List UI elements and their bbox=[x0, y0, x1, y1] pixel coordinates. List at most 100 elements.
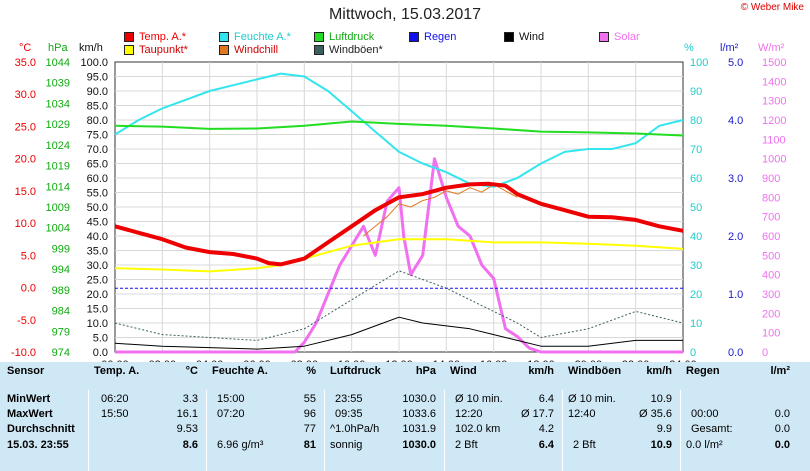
axis-tick-rain: 3.0 bbox=[728, 173, 743, 185]
axis-tick-temp: 35.0 bbox=[15, 57, 36, 69]
axis-tick-humidity: 20 bbox=[690, 289, 702, 301]
axis-tick-kmh: 5.0 bbox=[93, 333, 108, 345]
summary-temp-unit: °C bbox=[185, 365, 198, 377]
summary-humidity-min-time: 15:00 bbox=[217, 393, 245, 405]
axis-tick-humidity: 0 bbox=[690, 347, 696, 359]
axis-tick-solar: 800 bbox=[762, 192, 780, 204]
summary-wind-max-value: Ø 17.7 bbox=[520, 408, 554, 420]
legend-label-pressure: Luftdruck bbox=[329, 31, 375, 43]
summary-sensor-column: Sensor MinWert MaxWert Durchschnitt 15.0… bbox=[0, 362, 84, 471]
axis-tick-temp: 10.0 bbox=[15, 218, 36, 230]
axis-tick-rain: 5.0 bbox=[728, 57, 743, 69]
axis-tick-temp: 15.0 bbox=[15, 186, 36, 198]
axis-tick-humidity: 50 bbox=[690, 202, 702, 214]
summary-rain-max-time: 00:00 bbox=[691, 408, 719, 420]
axis-tick-hpa: 1039 bbox=[46, 78, 70, 90]
summary-gust-current-value: 10.9 bbox=[650, 439, 672, 451]
chart-title: Mittwoch, 15.03.2017 bbox=[328, 6, 482, 23]
x-tick-label: 06:00 bbox=[243, 359, 271, 362]
summary-pressure-header: Luftdruck bbox=[330, 365, 381, 377]
summary-humidity-max-time: 07:20 bbox=[217, 408, 245, 420]
x-tick-label: 14:00 bbox=[433, 359, 461, 362]
summary-gust-max-time: 12:40 bbox=[568, 408, 596, 420]
axis-tick-solar: 300 bbox=[762, 289, 780, 301]
axis-tick-humidity: 80 bbox=[690, 115, 702, 127]
legend-swatch-gusts bbox=[314, 45, 324, 55]
x-tick-label: 22:00 bbox=[622, 359, 650, 362]
dewpoint-line bbox=[114, 238, 684, 273]
axis-tick-kmh: 80.0 bbox=[87, 115, 108, 127]
axis-tick-temp: -10.0 bbox=[11, 347, 36, 359]
summary-rain-total-value: 0.0 bbox=[774, 423, 790, 435]
axis-tick-rain: 0.0 bbox=[728, 347, 743, 359]
axis-tick-solar: 1300 bbox=[762, 96, 786, 108]
legend-label-humidity: Feuchte A.* bbox=[234, 31, 291, 43]
legend-label-windchill: Windchill bbox=[234, 44, 279, 56]
summary-current-label: 15.03. 23:55 bbox=[7, 439, 69, 451]
axis-tick-kmh: 50.0 bbox=[87, 202, 108, 214]
x-tick-label: 00:00 bbox=[101, 359, 129, 362]
wind-line bbox=[114, 316, 683, 350]
axis-tick-hpa: 984 bbox=[52, 306, 70, 318]
axis-header-hpa: hPa bbox=[48, 42, 68, 54]
axis-tick-kmh: 95.0 bbox=[87, 72, 108, 84]
summary-wind-avg10-label: Ø 10 min. bbox=[455, 393, 503, 405]
summary-temp-max-time: 15:50 bbox=[101, 408, 129, 420]
summary-pressure-trend: ^1.0hPa/h bbox=[330, 423, 380, 435]
axis-tick-kmh: 85.0 bbox=[87, 101, 108, 113]
summary-wind-unit: km/h bbox=[528, 365, 554, 377]
axis-tick-hpa: 1019 bbox=[46, 161, 70, 173]
summary-temp-min-time: 06:20 bbox=[101, 393, 129, 405]
summary-rain-current-value: 0.0 bbox=[774, 439, 790, 451]
legend-label-dewpoint: Taupunkt* bbox=[139, 44, 188, 56]
summary-wind-beaufort: 2 Bft bbox=[455, 439, 478, 451]
axis-tick-solar: 1400 bbox=[762, 76, 786, 88]
axis-tick-kmh: 70.0 bbox=[87, 144, 108, 156]
axis-tick-kmh: 100.0 bbox=[80, 57, 108, 69]
summary-wind-header: Wind bbox=[450, 365, 477, 377]
axis-tick-temp: 30.0 bbox=[15, 89, 36, 101]
weather-chart: 35.0 30.0 25.0 20.0 15.0 10.0 5.0 0.0 -5.0 -10.0 1… bbox=[11, 57, 787, 362]
summary-rain-column: Regen l/m² 00:00 0.0 Gesamt: 0.0 0.0 l/m² 0.… bbox=[684, 362, 794, 471]
summary-humidity-absolute: 6.96 g/m³ bbox=[217, 439, 264, 451]
axis-tick-solar: 1100 bbox=[762, 134, 786, 146]
axis-tick-hpa: 1014 bbox=[46, 181, 70, 193]
axis-tick-hpa: 994 bbox=[52, 264, 70, 276]
axis-tick-kmh: 25.0 bbox=[87, 275, 108, 287]
axis-header-solar: W/m² bbox=[758, 42, 785, 54]
summary-gust-column: Windböen km/h Ø 10 min. 10.9 12:40 Ø 35.6 9… bbox=[566, 362, 676, 471]
axis-tick-humidity: 40 bbox=[690, 231, 702, 243]
summary-wind-current-value: 6.4 bbox=[538, 439, 554, 451]
summary-rain-unit: l/m² bbox=[770, 365, 790, 377]
axis-tick-kmh: 0.0 bbox=[93, 347, 108, 359]
axis-tick-hpa: 1009 bbox=[46, 202, 70, 214]
axis-tick-rain: 1.0 bbox=[728, 289, 743, 301]
summary-pressure-current-value: 1030.0 bbox=[402, 439, 436, 451]
summary-sensor-header: Sensor bbox=[7, 365, 45, 377]
axis-tick-kmh: 75.0 bbox=[87, 130, 108, 142]
axis-tick-solar: 0 bbox=[762, 347, 768, 359]
axis-tick-hpa: 1034 bbox=[46, 98, 70, 110]
gust-line bbox=[114, 270, 684, 341]
axis-tick-kmh: 20.0 bbox=[87, 289, 108, 301]
summary-pressure-max-time: 09:35 bbox=[335, 408, 363, 420]
axis-tick-rain: 2.0 bbox=[728, 231, 743, 243]
x-tick-label: 08:00 bbox=[291, 359, 319, 362]
legend-swatch-wind bbox=[504, 32, 514, 42]
axis-tick-solar: 200 bbox=[762, 308, 780, 320]
summary-pressure-max-value: 1033.6 bbox=[402, 408, 436, 420]
summary-gust-avg-value: 9.9 bbox=[656, 423, 672, 435]
solar-line bbox=[115, 157, 683, 354]
x-tick-label: 18:00 bbox=[527, 359, 555, 362]
summary-gust-unit: km/h bbox=[646, 365, 672, 377]
summary-wind-column: Wind km/h Ø 10 min. 6.4 12:20 Ø 17.7 102.0 … bbox=[448, 362, 558, 471]
axis-header-celsius: °C bbox=[19, 42, 32, 54]
summary-rain-header: Regen bbox=[686, 365, 720, 377]
axis-tick-hpa: 1029 bbox=[46, 119, 70, 131]
axis-tick-temp: 20.0 bbox=[15, 154, 36, 166]
axis-tick-solar: 900 bbox=[762, 173, 780, 185]
axis-tick-temp: 0.0 bbox=[21, 283, 36, 295]
axis-tick-humidity: 100 bbox=[690, 57, 708, 69]
axis-tick-hpa: 1044 bbox=[46, 57, 70, 69]
summary-humidity-current-value: 81 bbox=[303, 439, 316, 451]
